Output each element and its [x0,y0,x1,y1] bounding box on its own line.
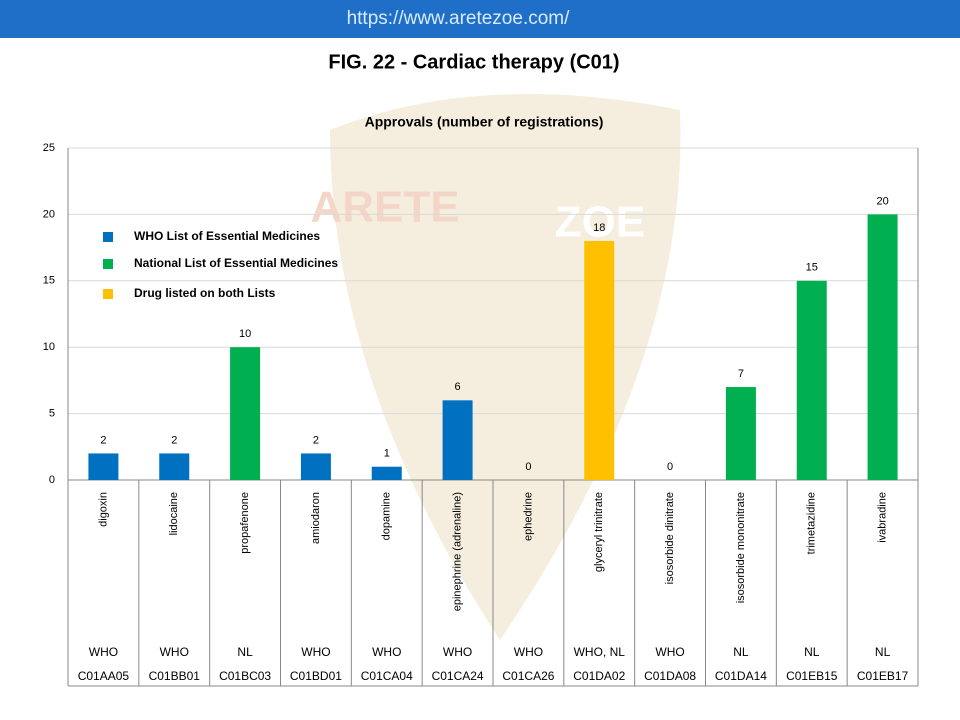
watermark-shield [330,94,681,640]
bar [725,387,756,480]
category-list: NL [804,645,820,659]
category-code: C01EB17 [857,669,909,683]
category-code: C01BC03 [219,669,271,683]
y-tick-label: 5 [49,408,55,420]
category-code: C01BB01 [149,669,201,683]
y-tick-label: 15 [43,275,55,287]
watermark-text: ARETE [310,183,459,232]
category-code: C01EB15 [786,669,838,683]
category-list: WHO, NL [574,645,626,659]
category-label: epinephrine (adrenaline) [451,492,463,611]
category-list: WHO [514,645,543,659]
y-tick-label: 0 [49,474,55,486]
category-list: NL [875,645,891,659]
category-label: ephedrine [522,492,534,541]
category-label: trimetazidine [806,492,818,554]
category-code: C01CA04 [361,669,413,683]
category-list: WHO [89,645,118,659]
category-code: C01CA26 [502,669,554,683]
value-label: 18 [593,222,605,234]
value-label: 0 [667,461,673,473]
bar [796,280,827,480]
value-label: 10 [239,328,251,340]
legend-swatch [103,259,113,269]
category-label: lidocaine [168,492,180,535]
category-label: ivabradine [876,492,888,543]
legend-label: National List of Essential Medicines [134,256,338,270]
header-bar [0,0,960,38]
category-label: dopamine [381,492,393,540]
category-list: NL [237,645,253,659]
figure-title: FIG. 22 - Cardiac therapy (C01) [328,51,619,73]
value-label: 0 [525,461,531,473]
category-label: isosorbide dinitrate [664,492,676,584]
category-list: NL [733,645,749,659]
bar [867,214,898,480]
category-code: C01DA14 [715,669,767,683]
y-tick-label: 20 [43,208,55,220]
legend-swatch [103,289,113,299]
url: https://www.aretezoe.com/ [347,8,571,29]
category-code: C01AA05 [78,669,130,683]
y-tick-label: 25 [43,142,55,154]
value-label: 6 [455,381,461,393]
value-label: 2 [171,434,177,446]
category-code: C01BD01 [290,669,342,683]
bar [584,240,615,480]
value-label: 15 [806,262,818,274]
bar [371,466,402,480]
legend-label: WHO List of Essential Medicines [134,229,320,243]
category-label: glyceryl trinitrate [593,492,605,572]
bar [442,400,473,480]
category-list: WHO [443,645,472,659]
value-label: 1 [384,448,390,460]
value-label: 2 [313,434,319,446]
value-label: 7 [738,368,744,380]
category-list: WHO [372,645,401,659]
category-list: WHO [160,645,189,659]
bar [159,453,190,480]
legend-swatch [103,232,113,242]
category-label: isosorbide mononitrate [735,492,747,603]
category-label: propafenone [239,492,251,554]
value-label: 2 [100,434,106,446]
category-code: C01CA24 [432,669,484,683]
category-label: digoxin [97,492,109,527]
legend-label: Drug listed on both Lists [134,286,276,300]
bar [300,453,331,480]
category-list: WHO [301,645,330,659]
category-list: WHO [655,645,684,659]
y-tick-label: 10 [43,341,55,353]
value-label: 20 [876,195,888,207]
category-code: C01DA08 [644,669,696,683]
chart-title: Approvals (number of registrations) [365,114,604,130]
bar [88,453,119,480]
category-label: amiodaron [310,492,322,544]
bar [230,347,261,480]
category-code: C01DA02 [573,669,625,683]
watermark-text: ZOE [555,198,645,247]
